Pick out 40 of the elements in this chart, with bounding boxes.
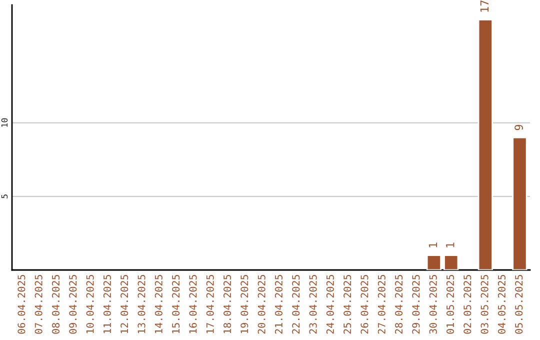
x-tick-label: 28.04.2025 bbox=[395, 274, 403, 334]
data-label: 1 bbox=[446, 242, 454, 248]
x-tick-label: 16.04.2025 bbox=[189, 274, 197, 334]
x-tick-label: 25.04.2025 bbox=[344, 274, 352, 334]
data-label: 1 bbox=[428, 242, 438, 248]
x-tick-label: 22.04.2025 bbox=[292, 274, 300, 334]
x-tick-label: 18.04.2025 bbox=[223, 274, 232, 334]
y-tick-label: 10 bbox=[1, 118, 8, 127]
data-label: 9 bbox=[514, 124, 523, 130]
x-tick-label: 05.05.2025 bbox=[515, 274, 523, 334]
x-tick-label: 27.04.2025 bbox=[378, 274, 386, 334]
x-tick-label: 17.04.2025 bbox=[206, 274, 214, 334]
x-tick-label: 04.05.2025 bbox=[498, 274, 506, 334]
x-tick-label: 10.04.2025 bbox=[86, 274, 94, 334]
x-tick-label: 08.04.2025 bbox=[52, 274, 60, 334]
x-tick-label: 26.04.2025 bbox=[360, 274, 368, 334]
bar bbox=[512, 136, 528, 270]
x-tick-label: 14.04.2025 bbox=[154, 274, 162, 334]
x-tick-label: 23.04.2025 bbox=[309, 274, 317, 334]
bar bbox=[478, 19, 493, 270]
bar bbox=[426, 254, 442, 270]
x-tick-label: 06.04.2025 bbox=[18, 274, 26, 334]
x-tick-label: 07.04.2025 bbox=[34, 274, 42, 334]
x-tick-label: 02.05.2025 bbox=[464, 274, 472, 334]
x-tick-label: 21.04.2025 bbox=[274, 274, 283, 334]
x-tick-label: 30.04.2025 bbox=[429, 274, 437, 334]
x-tick-label: 03.05.2025 bbox=[480, 274, 488, 334]
data-label: 17 bbox=[480, 0, 488, 12]
y-tick-label: 5 bbox=[1, 194, 8, 198]
x-tick-label: 15.04.2025 bbox=[172, 274, 180, 334]
x-tick-label: 24.04.2025 bbox=[326, 274, 334, 334]
x-tick-label: 01.05.2025 bbox=[446, 274, 454, 334]
bar bbox=[444, 254, 459, 270]
x-tick-label: 29.04.2025 bbox=[412, 274, 420, 334]
x-tick-label: 20.04.2025 bbox=[258, 274, 266, 334]
x-tick-label: 11.04.2025 bbox=[103, 274, 111, 334]
x-tick-label: 12.04.2025 bbox=[120, 274, 128, 334]
x-tick-label: 13.04.2025 bbox=[138, 274, 146, 334]
x-tick-label: 09.04.2025 bbox=[69, 274, 77, 334]
x-tick-label: 19.04.2025 bbox=[240, 274, 248, 334]
